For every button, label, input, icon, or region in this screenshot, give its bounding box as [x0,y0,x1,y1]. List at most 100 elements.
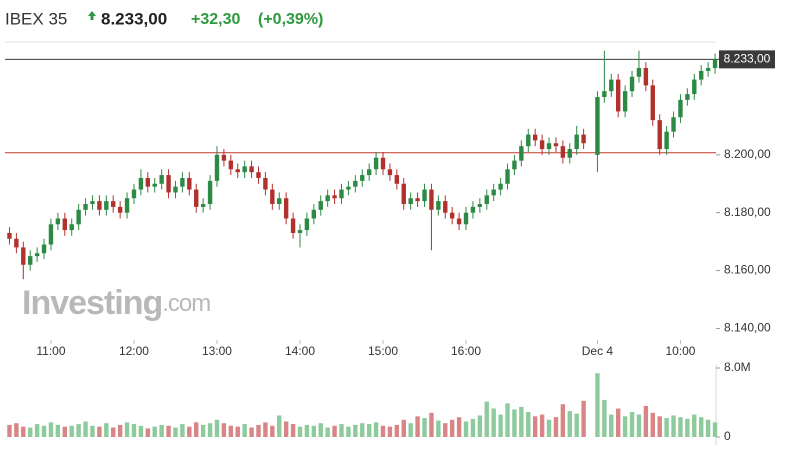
volume-bar [498,414,503,437]
candle-body [111,201,116,207]
y-tick-label: 8.160,00 [724,263,771,277]
volume-bar [21,426,26,437]
candle-body [277,198,282,205]
volume-bar [242,424,247,437]
volume-bar [553,417,559,437]
volume-bar [104,423,109,437]
volume-bar [602,399,607,437]
candle-body [346,186,351,190]
volume-bar [615,408,621,437]
candle-body [207,180,213,205]
candle-body [263,177,268,190]
candle-body [415,198,420,202]
candle-body [498,183,503,190]
change: +32,30 [191,11,240,28]
volume-bar [643,405,649,437]
candle-body [609,79,614,92]
volume-bar [532,416,538,437]
volume-bar [366,424,372,437]
volume-bar [41,425,47,437]
candle-body [55,218,61,225]
candle-body [311,209,317,219]
volume-bar [152,426,157,437]
volume-bar [166,425,171,437]
candle-body [214,154,220,181]
volume-bar [304,424,310,437]
volume-bar [491,408,496,437]
candle-body [117,206,123,213]
volume-bar [560,404,566,437]
candle-body [104,201,109,210]
candle-body [97,201,102,210]
candle-body [456,218,462,225]
volume-bar [76,424,81,437]
candle-body [180,177,185,187]
volume-bar [145,428,151,437]
volume-bar [574,413,579,437]
candle-body [48,224,54,245]
candle-body [131,189,137,199]
x-tick-label: 10:00 [665,344,695,358]
watermark-suffix: .com [162,290,210,317]
volume-bar [463,421,469,437]
candle-body [408,198,413,205]
volume-bar [650,412,655,437]
volume-bar [539,414,545,437]
candle-body [339,189,344,199]
volume-bar [180,424,185,437]
volume-bar [48,422,54,437]
candle-body [297,230,303,233]
candle-body [519,146,524,161]
volume-bar [394,424,400,437]
volume-bar [131,424,137,437]
volume-bar [387,426,393,437]
volume-bar [28,427,33,437]
volume-bar [678,417,683,437]
volume-bar [249,427,254,437]
volume-bar [228,425,234,437]
candle-body [477,204,483,207]
volume-bar [318,423,323,437]
candle-body [221,154,227,161]
candle-body [83,204,88,210]
volume-bar [297,426,303,437]
volume-bar [256,424,261,437]
candle-body [567,149,572,158]
candle-body [685,94,690,100]
candle-body [173,186,178,193]
volume-bar [373,422,379,437]
volume-bar [69,425,74,437]
volume-bar [380,425,386,437]
candle-body [69,224,74,231]
candle-body [166,175,171,193]
candle-body [643,68,649,86]
volume-bar [221,423,227,437]
volume-bar [705,419,711,437]
candle-body [615,79,621,112]
candle-body [622,91,628,112]
volume-bar [685,418,690,437]
candle-body [449,212,455,219]
candle-body [14,238,19,248]
candle-body [595,96,600,155]
candle-body [380,157,386,170]
symbol: IBEX 35 [5,9,67,28]
candle-body [200,204,206,207]
candle-body [270,189,275,205]
volume-bar [415,416,420,437]
volume-bar [353,424,358,437]
volume-bar [207,423,213,437]
volume-bar [277,415,282,437]
candle-body [28,256,33,265]
change-percent: (+0,39%) [258,11,323,28]
candle-body [401,183,406,205]
candle-body [228,160,234,170]
volume-bar [526,411,531,437]
candle-body [678,99,683,118]
watermark-brand: Investing [22,284,162,322]
volume-bar [124,422,130,437]
candle-body [505,169,510,184]
candle-body [553,143,559,147]
watermark: Investing.com [22,284,210,322]
